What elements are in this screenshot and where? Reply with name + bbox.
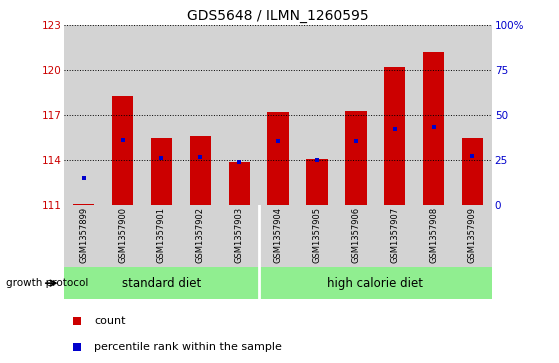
Text: count: count <box>94 316 126 326</box>
Text: standard diet: standard diet <box>122 277 201 290</box>
Bar <box>306 159 328 205</box>
Text: percentile rank within the sample: percentile rank within the sample <box>94 342 282 352</box>
Bar <box>190 136 211 205</box>
Text: growth protocol: growth protocol <box>6 278 88 288</box>
Bar <box>103 205 142 267</box>
Text: GSM1357906: GSM1357906 <box>352 207 361 263</box>
Bar <box>453 25 492 205</box>
Text: GSM1357902: GSM1357902 <box>196 207 205 263</box>
Bar <box>337 205 375 267</box>
Text: GSM1357909: GSM1357909 <box>468 207 477 263</box>
Text: GSM1357900: GSM1357900 <box>118 207 127 263</box>
Bar <box>220 205 259 267</box>
Bar <box>181 205 220 267</box>
Bar <box>259 267 492 299</box>
Text: GSM1357899: GSM1357899 <box>79 207 88 263</box>
Text: GSM1357903: GSM1357903 <box>235 207 244 263</box>
Bar <box>220 25 259 205</box>
Title: GDS5648 / ILMN_1260595: GDS5648 / ILMN_1260595 <box>187 9 369 23</box>
Text: GSM1357908: GSM1357908 <box>429 207 438 263</box>
Text: GSM1357904: GSM1357904 <box>273 207 283 263</box>
Text: GSM1357907: GSM1357907 <box>390 207 399 263</box>
Bar <box>345 111 367 205</box>
Bar <box>259 205 297 267</box>
Bar <box>103 25 142 205</box>
Bar <box>375 25 414 205</box>
Bar <box>414 25 453 205</box>
Text: high calorie diet: high calorie diet <box>327 277 423 290</box>
Bar <box>462 138 483 205</box>
Bar <box>267 112 289 205</box>
Bar <box>337 25 375 205</box>
Bar <box>64 205 103 267</box>
Bar <box>229 162 250 205</box>
Bar <box>73 204 94 205</box>
Bar <box>375 205 414 267</box>
Bar <box>423 52 444 205</box>
Bar <box>297 25 337 205</box>
Bar <box>112 96 133 205</box>
Bar <box>297 205 337 267</box>
Bar <box>384 68 405 205</box>
Bar <box>64 25 103 205</box>
Bar <box>142 25 181 205</box>
Bar <box>142 205 181 267</box>
Bar <box>151 138 172 205</box>
Bar <box>414 205 453 267</box>
Text: GSM1357905: GSM1357905 <box>312 207 321 263</box>
Bar <box>64 267 259 299</box>
Bar <box>453 205 492 267</box>
Text: GSM1357901: GSM1357901 <box>157 207 166 263</box>
Bar <box>181 25 220 205</box>
Bar <box>259 25 297 205</box>
